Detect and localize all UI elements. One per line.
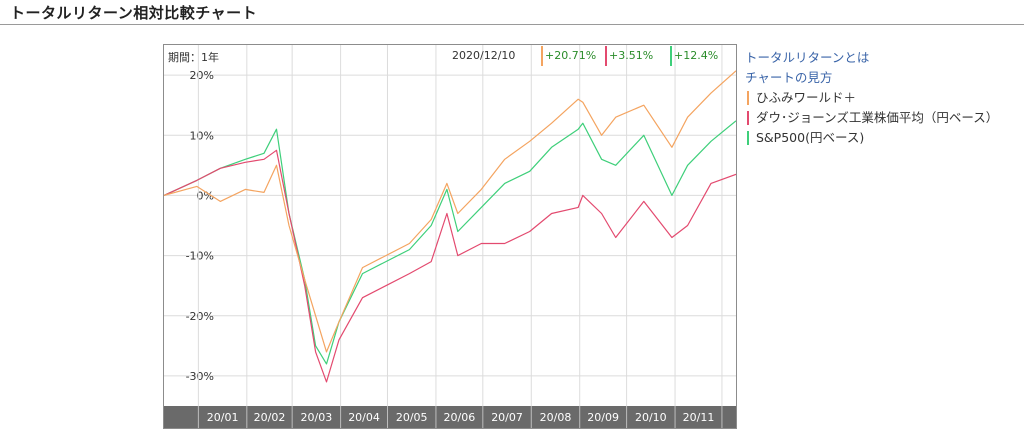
x-tick-label: 20/09: [587, 411, 619, 424]
readout-date: 2020/12/10: [452, 49, 516, 62]
readout-hifumi: +20.71%: [541, 46, 596, 66]
about-total-return-link[interactable]: トータルリターンとは: [745, 50, 870, 65]
x-tick-label: 20/07: [491, 411, 523, 424]
side-panel: トータルリターンとは チャートの見方 ひふみワールド＋ ダウ･ジョーンズ工業株価…: [745, 48, 1015, 148]
page-title: トータルリターン相対比較チャート: [10, 4, 258, 22]
x-tick-label: 20/08: [540, 411, 572, 424]
line-chart: 20% 10% 0% -10% -20% -30% 20/01 20/02 20/03 20/04…: [164, 45, 736, 428]
y-tick-label: 20%: [190, 69, 214, 82]
legend-hifumi: ひふみワールド＋: [745, 88, 1015, 108]
x-tick-label: 20/11: [683, 411, 715, 424]
series-line: [164, 70, 736, 353]
readout-dow: +3.51%: [605, 46, 653, 66]
x-tick-label: 20/06: [444, 411, 476, 424]
readout-sp500: +12.4%: [670, 46, 718, 66]
x-axis-bar: [164, 406, 736, 428]
series-line: [164, 120, 736, 365]
how-to-read-chart-link[interactable]: チャートの見方: [745, 70, 833, 85]
y-tick-label: -30%: [186, 370, 214, 383]
x-tick-label: 20/02: [254, 411, 286, 424]
x-tick-label: 20/01: [207, 411, 239, 424]
legend-dow: ダウ･ジョーンズ工業株価平均（円ベース）: [745, 108, 1015, 128]
y-tick-label: -10%: [186, 250, 214, 263]
series-line: [164, 149, 736, 383]
x-tick-label: 20/04: [348, 411, 380, 424]
y-tick-label: -20%: [186, 310, 214, 323]
title-divider: [0, 24, 1024, 25]
x-tick-label: 20/03: [301, 411, 333, 424]
x-tick-label: 20/10: [635, 411, 667, 424]
legend-sp500: S&P500(円ベース): [745, 128, 1015, 148]
x-tick-label: 20/05: [396, 411, 428, 424]
y-tick-label: 0%: [197, 189, 214, 202]
chart-frame: 20% 10% 0% -10% -20% -30% 20/01 20/02 20/03 20/04…: [163, 44, 737, 429]
period-label: 期間：1年: [168, 51, 219, 64]
y-tick-label: 10%: [190, 129, 214, 142]
